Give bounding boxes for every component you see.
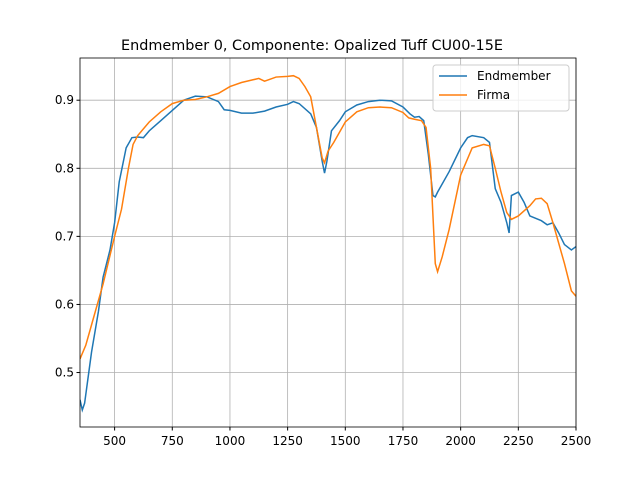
line	[80, 74, 576, 360]
chart-title: Endmember 0, Componente: Opalized Tuff C…	[121, 38, 503, 54]
x-tick-label: 1250	[272, 434, 303, 448]
x-tick-label: 1750	[388, 434, 419, 448]
x-tick-label: 2500	[561, 434, 592, 448]
y-tick-label: 0.5	[55, 366, 74, 380]
axes-frame	[79, 57, 577, 428]
y-tick-label: 0.7	[55, 229, 74, 243]
legend-label: Firma	[477, 88, 510, 102]
x-tick-label: 1500	[330, 434, 361, 448]
y-tick-label: 0.9	[55, 93, 74, 107]
y-tick-label: 0.6	[55, 297, 74, 311]
x-tick-label: 1000	[215, 434, 246, 448]
line	[80, 95, 576, 413]
x-tick-label: 750	[161, 434, 184, 448]
y-tick-label: 0.8	[55, 161, 74, 175]
x-tick-label: 2000	[445, 434, 476, 448]
x-tick-label: 500	[103, 434, 126, 448]
x-tick-label: 2250	[503, 434, 534, 448]
legend-label: Endmember	[477, 69, 551, 83]
